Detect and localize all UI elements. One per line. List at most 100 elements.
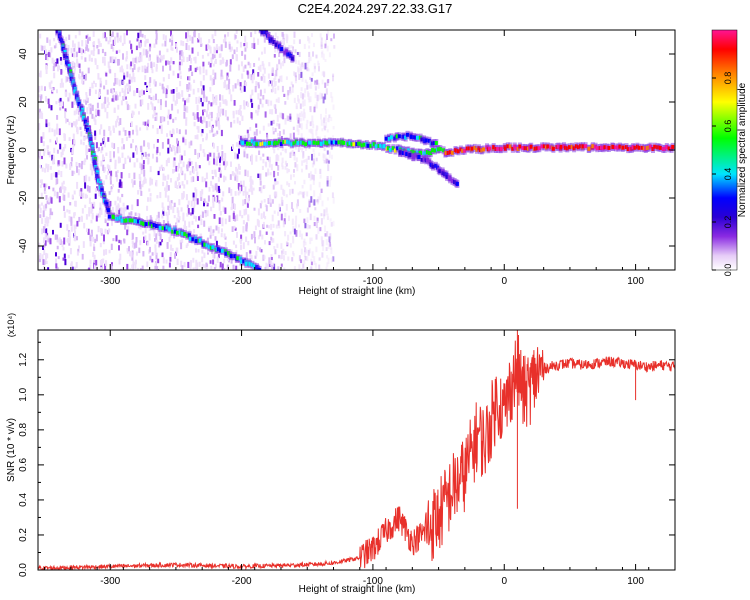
noise-cell — [47, 151, 50, 156]
noise-cell — [171, 248, 174, 251]
noise-cell — [236, 117, 239, 124]
noise-cell — [85, 92, 88, 96]
noise-cell — [164, 191, 167, 198]
noise-cell — [60, 69, 63, 75]
noise-cell — [39, 33, 42, 39]
noise-cell — [212, 69, 215, 75]
noise-cell — [172, 206, 175, 214]
noise-cell — [208, 161, 211, 166]
noise-cell — [300, 233, 303, 240]
noise-cell — [181, 192, 184, 200]
noise-cell — [176, 185, 179, 189]
noise-cell — [284, 212, 287, 218]
noise-cell — [61, 182, 64, 190]
noise-cell — [175, 247, 178, 252]
noise-cell — [158, 230, 161, 237]
feature-cell — [296, 141, 300, 146]
noise-cell — [148, 57, 151, 62]
noise-cell — [231, 226, 234, 232]
noise-cell — [201, 189, 204, 195]
noise-cell — [265, 262, 268, 268]
noise-cell — [244, 135, 247, 141]
noise-cell — [245, 224, 248, 232]
noise-cell — [308, 199, 311, 207]
noise-cell — [179, 53, 182, 61]
noise-cell — [285, 163, 288, 167]
noise-cell — [208, 39, 211, 43]
noise-cell — [194, 56, 197, 64]
noise-cell — [120, 268, 123, 270]
noise-cell — [45, 183, 48, 188]
noise-cell — [156, 158, 159, 163]
noise-cell — [132, 260, 135, 266]
noise-cell — [173, 202, 176, 207]
noise-cell — [255, 123, 258, 128]
noise-cell — [127, 225, 130, 232]
noise-cell — [176, 128, 178, 134]
noise-cell — [108, 126, 111, 130]
noise-cell — [191, 36, 194, 44]
noise-cell — [71, 53, 74, 57]
noise-cell — [281, 252, 284, 259]
feature-cell — [152, 223, 156, 227]
noise-cell — [324, 82, 327, 88]
noise-cell — [72, 133, 75, 140]
noise-cell — [181, 265, 184, 270]
noise-cell — [166, 115, 169, 119]
noise-cell — [311, 163, 314, 168]
noise-cell — [224, 218, 227, 225]
noise-cell — [151, 258, 154, 263]
noise-cell — [255, 250, 258, 257]
noise-cell — [319, 33, 322, 38]
noise-cell — [80, 188, 83, 192]
feature-cell — [105, 202, 109, 207]
noise-cell — [309, 56, 312, 62]
noise-cell — [129, 251, 131, 257]
noise-cell — [155, 67, 158, 72]
noise-cell — [69, 163, 72, 170]
noise-cell — [87, 228, 90, 235]
noise-cell — [282, 33, 285, 40]
noise-cell — [322, 53, 325, 60]
feature-cell — [587, 146, 591, 151]
noise-cell — [326, 150, 329, 155]
feature-cell — [445, 174, 449, 179]
noise-cell — [43, 259, 46, 265]
noise-cell — [39, 214, 42, 218]
noise-cell — [46, 253, 49, 259]
feature-cell — [659, 145, 662, 150]
feature-cell — [290, 142, 294, 147]
noise-cell — [220, 69, 223, 77]
noise-cell — [89, 264, 92, 270]
noise-cell — [213, 158, 215, 165]
noise-cell — [253, 207, 256, 211]
noise-cell — [136, 129, 139, 136]
noise-cell — [270, 100, 273, 106]
noise-cell — [201, 88, 203, 95]
noise-cell — [51, 211, 54, 216]
noise-cell — [94, 133, 97, 140]
noise-cell — [330, 257, 333, 263]
noise-cell — [49, 238, 52, 245]
noise-cell — [56, 123, 59, 130]
feature-cell — [369, 143, 373, 148]
feature-cell — [499, 146, 503, 151]
noise-cell — [268, 62, 271, 67]
noise-cell — [267, 81, 270, 87]
noise-cell — [300, 133, 303, 140]
noise-cell — [202, 109, 204, 116]
noise-cell — [46, 55, 49, 61]
noise-cell — [169, 113, 172, 119]
noise-cell — [214, 60, 217, 64]
noise-cell — [274, 46, 277, 53]
noise-cell — [47, 164, 50, 171]
noise-cell — [81, 76, 84, 84]
noise-cell — [162, 220, 165, 226]
noise-cell — [107, 40, 110, 45]
noise-cell — [123, 209, 125, 217]
noise-cell — [100, 208, 103, 215]
noise-cell — [142, 251, 145, 257]
noise-cell — [56, 191, 59, 199]
noise-cell — [201, 256, 204, 263]
noise-cell — [209, 112, 212, 116]
